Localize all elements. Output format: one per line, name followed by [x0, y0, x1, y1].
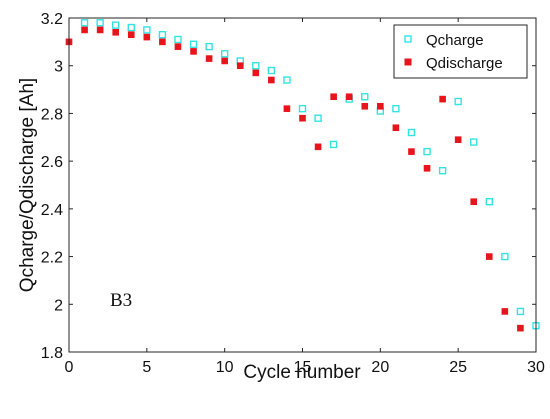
- x-tick-label-0: 0: [65, 359, 74, 376]
- point-qdischarge-15: [299, 114, 306, 122]
- point-qcharge-0: [80, 19, 89, 27]
- y-tick-label-5: 2.8: [41, 106, 63, 123]
- point-qdischarge-23: [423, 165, 431, 172]
- point-qcharge-27: [501, 252, 509, 261]
- point-qdischarge-21: [392, 124, 400, 132]
- series-qcharge: [80, 19, 540, 330]
- y-tick-label-2: 2.2: [41, 250, 63, 267]
- legend-label-qcharge: Qcharge: [426, 32, 484, 49]
- point-qcharge-26: [485, 197, 493, 206]
- legend-marker-qcharge: [404, 35, 412, 43]
- y-tick-label-4: 2.6: [41, 154, 63, 171]
- point-qdischarge-17: [330, 93, 337, 101]
- point-qcharge-9: [220, 50, 229, 58]
- point-qdischarge-2: [96, 26, 104, 34]
- x-tick-label-3: 15: [294, 359, 312, 376]
- point-qcharge-14: [298, 104, 307, 113]
- y-tick-label-1: 2: [54, 297, 63, 314]
- y-tick-label-6: 3: [54, 59, 63, 76]
- point-qdischarge-28: [501, 308, 509, 315]
- point-qdischarge-1: [81, 26, 88, 34]
- point-qdischarge-22: [408, 148, 415, 155]
- point-qdischarge-7: [174, 43, 182, 50]
- point-qdischarge-3: [112, 29, 119, 36]
- point-qcharge-2: [111, 21, 120, 29]
- y-axis-label: Qcharge/Qdischarge [Ah]: [17, 78, 38, 292]
- point-qdischarge-4: [127, 31, 135, 39]
- point-qdischarge-5: [143, 33, 151, 41]
- point-qcharge-16: [329, 140, 338, 149]
- point-qdischarge-16: [314, 143, 322, 151]
- point-qcharge-3: [127, 23, 135, 32]
- series-qdischarge: [65, 26, 524, 332]
- point-qcharge-4: [143, 26, 151, 34]
- x-tick-label-4: 20: [371, 359, 389, 376]
- point-qdischarge-12: [252, 69, 260, 77]
- point-qdischarge-29: [517, 324, 524, 332]
- point-qdischarge-19: [361, 102, 369, 110]
- x-tick-label-6: 30: [527, 359, 545, 376]
- legend-marker-qdischarge: [404, 58, 412, 66]
- point-qdischarge-18: [345, 93, 353, 101]
- point-qdischarge-25: [454, 136, 462, 143]
- y-tick-label-0: 1.8: [41, 345, 63, 362]
- point-qdischarge-13: [268, 76, 275, 84]
- point-qdischarge-26: [470, 198, 478, 205]
- y-tick-label-3: 2.4: [41, 202, 63, 219]
- point-qcharge-15: [314, 114, 322, 122]
- point-qcharge-11: [252, 62, 260, 70]
- point-qdischarge-11: [236, 62, 244, 70]
- point-qcharge-6: [174, 35, 182, 44]
- point-qdischarge-6: [159, 38, 166, 46]
- point-qcharge-24: [454, 97, 462, 106]
- legend: Qcharge Qdischarge: [393, 24, 528, 79]
- point-qdischarge-10: [221, 57, 228, 65]
- legend-label-qdischarge: Qdischarge: [426, 55, 503, 72]
- legend-box: [393, 24, 528, 79]
- point-qcharge-8: [205, 42, 213, 51]
- point-qdischarge-9: [205, 55, 213, 62]
- point-qcharge-20: [392, 104, 400, 113]
- point-qcharge-7: [189, 40, 198, 48]
- point-qcharge-23: [438, 166, 447, 175]
- point-qdischarge-24: [439, 95, 446, 103]
- point-qdischarge-20: [377, 102, 384, 110]
- point-qcharge-12: [267, 66, 276, 75]
- point-qcharge-25: [470, 138, 478, 146]
- y-tick-label-7: 3.2: [41, 11, 63, 28]
- axis-ticks: 0 5 10 15 20 25 30 1.8 2 2.2 2.4 2.6 2.8 3 3.2: [41, 11, 545, 376]
- x-tick-label-2: 10: [216, 359, 234, 376]
- point-qcharge-13: [283, 76, 291, 84]
- point-qdischarge-8: [190, 48, 197, 55]
- x-tick-label-5: 25: [449, 359, 467, 376]
- point-qcharge-22: [423, 147, 431, 156]
- point-qcharge-21: [407, 128, 416, 137]
- data-marks: [65, 19, 540, 332]
- point-qdischarge-14: [283, 105, 291, 112]
- x-axis-label: Cycle number: [243, 362, 361, 383]
- point-qcharge-18: [361, 93, 369, 101]
- point-qdischarge-27: [485, 253, 493, 260]
- point-qcharge-28: [516, 307, 525, 316]
- x-tick-label-1: 5: [142, 359, 151, 376]
- point-qcharge-1: [96, 19, 104, 27]
- point-qcharge-5: [158, 31, 167, 39]
- annotation-b3: B3: [110, 290, 132, 311]
